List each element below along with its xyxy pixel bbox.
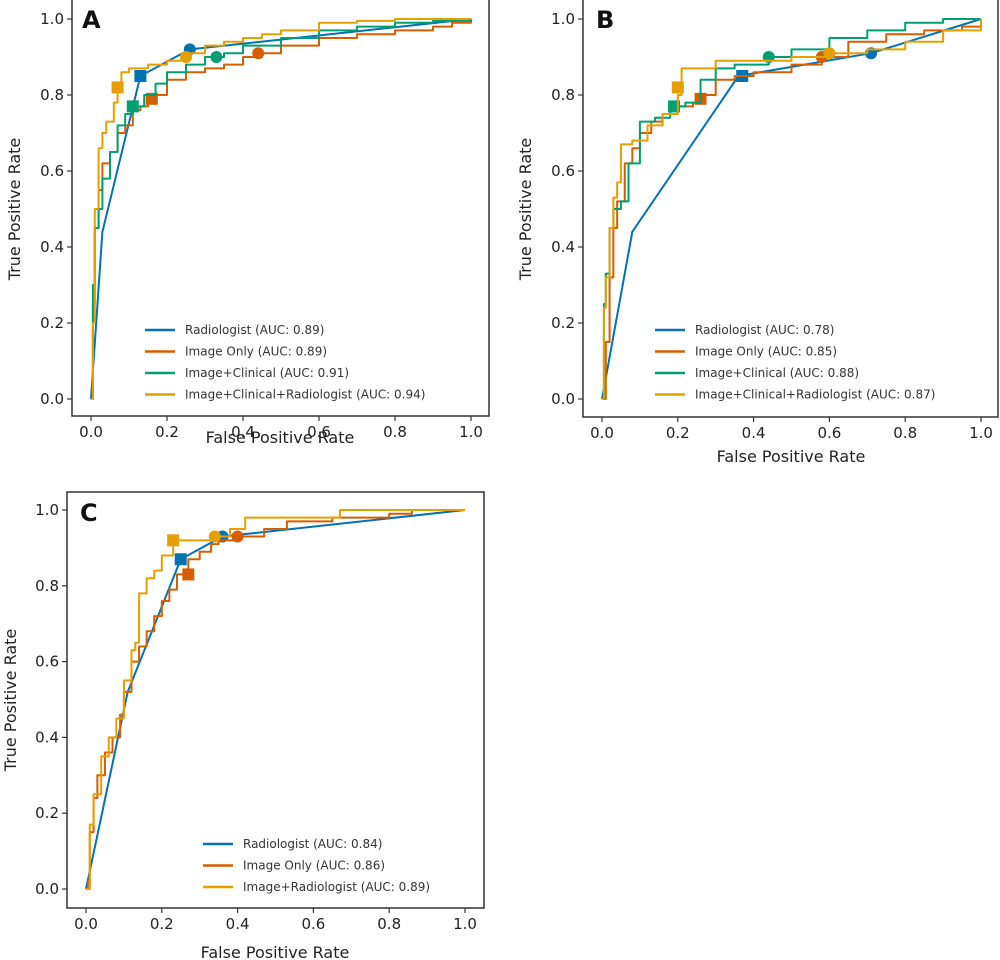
operating-point-circle — [823, 47, 836, 60]
panel-b: 0.0 0.2 0.4 0.6 0.8 1.0 0.0 0.2 0.4 0.6 0.8 1.0 B F… — [516, 0, 999, 466]
legend-label: Radiologist (AUC: 0.78) — [695, 323, 834, 337]
y-tick-label: 0.8 — [551, 86, 575, 104]
y-axis-label: True Positive Rate — [1, 629, 20, 773]
operating-point-square — [134, 70, 147, 82]
curves — [90, 18, 472, 400]
legend-label: Radiologist (AUC: 0.89) — [185, 323, 324, 337]
legend-label: Image+Clinical (AUC: 0.88) — [695, 366, 859, 380]
roc-curve-image-clinical — [91, 19, 472, 400]
panel-c: 0.0 0.2 0.4 0.6 0.8 1.0 0.0 0.2 0.4 0.6 0.8 1.0 C F… — [1, 491, 485, 960]
curves — [601, 18, 982, 400]
x-tick-label: 0.6 — [817, 424, 841, 442]
panel-letter: B — [596, 6, 614, 34]
y-tick-label: 0.0 — [551, 390, 575, 408]
operating-point-circle — [208, 530, 221, 543]
axis-ticks: 0.0 0.2 0.4 0.6 0.8 1.0 0.0 0.2 0.4 0.6 0.8 1.0 — [40, 10, 483, 441]
panel-letter: A — [82, 6, 101, 34]
y-tick-label: 0.8 — [40, 86, 64, 104]
x-tick-label: 0.8 — [383, 423, 407, 441]
legend-label: Image Only (AUC: 0.89) — [185, 345, 327, 359]
y-tick-label: 0.0 — [35, 880, 59, 898]
panel-letter: C — [80, 499, 98, 527]
legend-label: Radiologist (AUC: 0.84) — [243, 837, 382, 851]
legend: Radiologist (AUC: 0.84) Image Only (AUC: … — [203, 837, 430, 894]
x-axis-label: False Positive Rate — [717, 447, 866, 466]
roc-curve-image-radiologist — [86, 509, 465, 890]
y-tick-label: 0.6 — [35, 653, 59, 671]
y-axis-label: True Positive Rate — [516, 138, 535, 282]
x-tick-label: 0.2 — [150, 915, 174, 933]
y-tick-label: 0.2 — [551, 314, 575, 332]
operating-point-square — [671, 81, 684, 94]
x-tick-label: 1.0 — [969, 424, 993, 442]
curves — [85, 509, 466, 890]
legend: Radiologist (AUC: 0.89) Image Only (AUC: … — [145, 323, 425, 402]
x-tick-label: 0.4 — [226, 915, 250, 933]
operating-point-circle — [210, 51, 223, 63]
x-tick-label: 0.2 — [155, 423, 179, 441]
legend-label: Image+Clinical+Radiologist (AUC: 0.87) — [695, 388, 935, 402]
x-axis-label: False Positive Rate — [201, 943, 350, 960]
y-tick-label: 1.0 — [551, 10, 575, 28]
legend-label: Image+Clinical+Radiologist (AUC: 0.94) — [185, 388, 425, 402]
operating-point-circle — [180, 51, 192, 63]
y-tick-label: 0.2 — [35, 804, 59, 822]
x-tick-label: 1.0 — [459, 423, 483, 441]
x-tick-label: 0.0 — [590, 424, 614, 442]
x-tick-label: 0.6 — [307, 423, 331, 441]
x-axis-label: False Positive Rate — [206, 428, 355, 447]
y-axis-label: True Positive Rate — [5, 138, 24, 282]
y-tick-label: 0.4 — [35, 728, 59, 746]
axis-ticks: 0.0 0.2 0.4 0.6 0.8 1.0 0.0 0.2 0.4 0.6 0.8 1.0 — [35, 501, 477, 933]
x-tick-label: 1.0 — [453, 915, 477, 933]
x-tick-label: 0.8 — [893, 424, 917, 442]
legend: Radiologist (AUC: 0.78) Image Only (AUC: … — [655, 323, 935, 402]
roc-curve-image-clinical-radiologist — [602, 19, 982, 400]
y-tick-label: 1.0 — [35, 501, 59, 519]
y-tick-label: 0.4 — [551, 238, 575, 256]
x-tick-label: 0.2 — [666, 424, 690, 442]
y-tick-label: 0.8 — [35, 577, 59, 595]
plot-frame — [66, 491, 485, 909]
x-tick-label: 0.0 — [74, 915, 98, 933]
operating-point-square — [174, 553, 187, 566]
operating-point-square — [111, 81, 124, 94]
x-tick-label: 0.6 — [301, 915, 325, 933]
operating-point-circle — [231, 530, 244, 543]
x-tick-label: 0.8 — [377, 915, 401, 933]
legend-label: Image+Radiologist (AUC: 0.89) — [243, 880, 430, 894]
y-tick-label: 0.2 — [40, 314, 64, 332]
operating-point-square — [167, 534, 180, 547]
y-tick-label: 1.0 — [40, 10, 64, 28]
axis-ticks: 0.0 0.2 0.4 0.6 0.8 1.0 0.0 0.2 0.4 0.6 0.8 1.0 — [551, 10, 993, 442]
y-tick-label: 0.4 — [40, 238, 64, 256]
y-tick-label: 0.6 — [551, 162, 575, 180]
legend-label: Image Only (AUC: 0.86) — [243, 859, 385, 873]
operating-point-circle — [252, 47, 265, 60]
operating-point-square — [182, 568, 195, 581]
roc-curve-image-clinical-radiologist — [91, 18, 471, 400]
x-tick-label: 0.4 — [231, 423, 255, 441]
y-tick-label: 0.6 — [40, 162, 64, 180]
panel-a: 0.0 0.2 0.4 0.6 0.8 1.0 0.0 0.2 0.4 0.6 0.8 1.0 A F… — [5, 0, 490, 447]
y-tick-label: 0.0 — [40, 390, 64, 408]
legend-label: Image+Clinical (AUC: 0.91) — [185, 366, 349, 380]
operating-point-square — [126, 100, 139, 113]
x-tick-label: 0.0 — [79, 423, 103, 441]
x-tick-label: 0.4 — [742, 424, 766, 442]
legend-label: Image Only (AUC: 0.85) — [695, 345, 837, 359]
